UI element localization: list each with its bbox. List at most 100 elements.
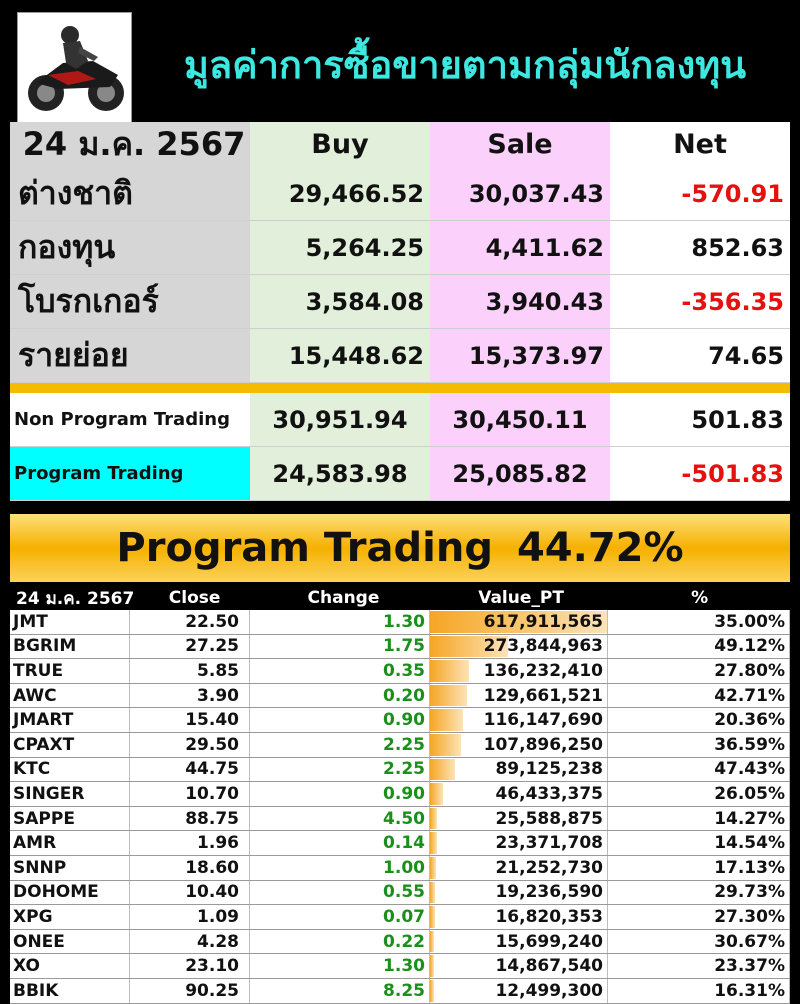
col-value-pt: Value_PT [478, 588, 564, 608]
close-price: 1.96 [130, 831, 250, 855]
banner-label: Program Trading [116, 525, 493, 571]
col-close: Close [168, 588, 221, 608]
pt-percent: 20.36% [608, 708, 790, 732]
table-row: BBIK 90.25 8.25 12,499,300 16.31% [10, 978, 790, 1004]
buy-value: 5,264.25 [250, 221, 430, 274]
price-change: 0.20 [250, 683, 430, 708]
net-value: 74.65 [610, 329, 790, 382]
program-row: Program Trading 24,583.98 25,085.82 -501.83 [10, 447, 790, 501]
value-pt-bar [430, 955, 435, 977]
value-pt-bar [430, 979, 434, 1002]
value-pt-bar [430, 733, 461, 756]
col-change: Change [307, 588, 380, 608]
value-pt-cell: 21,252,730 [430, 855, 608, 880]
value-pt-bar [430, 635, 509, 658]
stock-symbol: SAPPE [10, 806, 130, 831]
value-pt-cell: 15,699,240 [430, 929, 608, 954]
banner-value: 44.72% [516, 525, 684, 571]
sale-value: 30,450.11 [430, 393, 610, 446]
value-pt: 15,699,240 [495, 931, 603, 952]
close-price: 44.75 [130, 757, 250, 782]
price-change: 1.75 [250, 634, 430, 659]
close-price: 4.28 [130, 929, 250, 954]
stock-symbol: SINGER [10, 782, 130, 806]
price-change: 0.90 [250, 708, 430, 732]
value-pt: 46,433,375 [495, 783, 603, 804]
value-pt-cell: 116,147,690 [430, 708, 608, 732]
sale-value: 3,940.43 [430, 275, 610, 328]
summary-date: 24 ม.ค. 2567 [10, 122, 250, 167]
value-pt: 273,844,963 [483, 636, 603, 657]
net-value: -356.35 [610, 275, 790, 328]
stock-table-header: 24 ม.ค. 2567 Close Change Value_PT % [10, 586, 790, 610]
buy-header: Buy [250, 122, 430, 167]
price-change: 2.25 [250, 732, 430, 757]
close-price: 18.60 [130, 855, 250, 880]
sale-value: 4,411.62 [430, 221, 610, 274]
value-pt-cell: 23,371,708 [430, 831, 608, 855]
value-pt-cell: 107,896,250 [430, 732, 608, 757]
price-change: 0.22 [250, 929, 430, 954]
stock-symbol: AMR [10, 831, 130, 855]
pt-percent: 30.67% [608, 929, 790, 954]
page-title: มูลค่าการซื้อขายตามกลุ่มนักลงทุน [183, 43, 747, 87]
pt-percent: 27.80% [608, 659, 790, 683]
table-row: JMT 22.50 1.30 617,911,565 35.00% [10, 610, 790, 635]
value-pt-cell: 617,911,565 [430, 610, 608, 634]
table-row: TRUE 5.85 0.35 136,232,410 27.80% [10, 659, 790, 684]
value-pt-bar [430, 881, 436, 904]
value-pt-cell: 19,236,590 [430, 880, 608, 905]
close-price: 23.10 [130, 954, 250, 978]
stock-symbol: SNNP [10, 855, 130, 880]
value-pt-cell: 129,661,521 [430, 683, 608, 708]
close-price: 88.75 [130, 806, 250, 831]
value-pt-cell: 16,820,353 [430, 905, 608, 929]
close-price: 10.70 [130, 782, 250, 806]
value-pt: 107,896,250 [483, 734, 603, 755]
value-pt-bar [430, 856, 437, 879]
table-row: SNNP 18.60 1.00 21,252,730 17.13% [10, 855, 790, 881]
close-price: 5.85 [130, 659, 250, 683]
value-pt: 136,232,410 [483, 660, 603, 681]
table-row: XO 23.10 1.30 14,867,540 23.37% [10, 954, 790, 979]
value-pt: 12,499,300 [495, 980, 603, 1001]
value-pt-bar [430, 758, 456, 781]
value-pt-cell: 46,433,375 [430, 782, 608, 806]
table-row: DOHOME 10.40 0.55 19,236,590 29.73% [10, 880, 790, 906]
price-change: 8.25 [250, 978, 430, 1003]
table-row: AMR 1.96 0.14 23,371,708 14.54% [10, 831, 790, 856]
investor-type: กองทุน [10, 221, 250, 274]
stock-symbol: XO [10, 954, 130, 978]
program-type: Program Trading [10, 447, 250, 500]
col-pct: % [691, 588, 709, 608]
value-pt-bar [430, 709, 464, 731]
value-pt-cell: 89,125,238 [430, 757, 608, 782]
pt-percent: 35.00% [608, 610, 790, 634]
sale-value: 30,037.43 [430, 167, 610, 220]
value-pt-bar [430, 832, 437, 854]
value-pt: 19,236,590 [495, 882, 603, 903]
col-date: 24 ม.ค. 2567 [16, 588, 135, 609]
program-trading-banner: Program Trading 44.72% [10, 514, 790, 582]
pt-percent: 36.59% [608, 732, 790, 757]
value-pt-bar [430, 807, 438, 830]
pt-percent: 14.54% [608, 831, 790, 855]
value-pt: 116,147,690 [483, 710, 603, 731]
table-row: JMART 15.40 0.90 116,147,690 20.36% [10, 708, 790, 733]
pt-percent: 47.43% [608, 757, 790, 782]
value-pt: 23,371,708 [495, 833, 603, 854]
close-price: 3.90 [130, 683, 250, 708]
value-pt-bar [430, 930, 435, 953]
summary-row: ต่างชาติ 29,466.52 30,037.43 -570.91 [10, 167, 790, 221]
value-pt-cell: 12,499,300 [430, 978, 608, 1003]
stock-symbol: CPAXT [10, 732, 130, 757]
summary-row: รายย่อย 15,448.62 15,373.97 74.65 [10, 329, 790, 383]
value-pt: 21,252,730 [495, 857, 603, 878]
price-change: 1.30 [250, 610, 430, 634]
summary-row: โบรกเกอร์ 3,584.08 3,940.43 -356.35 [10, 275, 790, 329]
net-value: 501.83 [610, 393, 790, 446]
value-pt: 129,661,521 [483, 685, 603, 706]
price-change: 4.50 [250, 806, 430, 831]
program-row: Non Program Trading 30,951.94 30,450.11 501… [10, 393, 790, 447]
price-change: 0.90 [250, 782, 430, 806]
